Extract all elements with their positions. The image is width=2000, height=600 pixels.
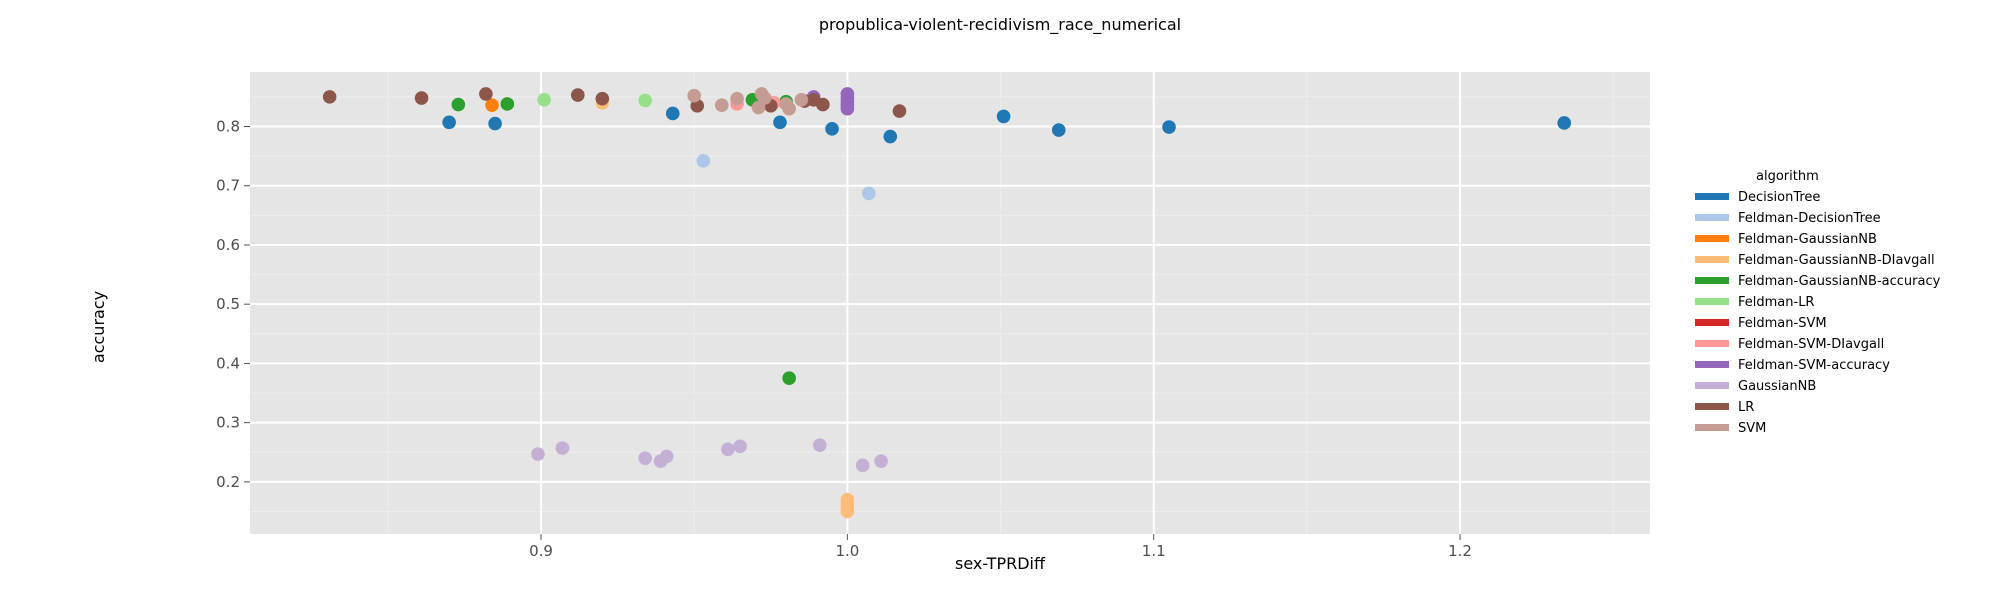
data-point <box>862 186 876 201</box>
data-point <box>840 101 855 116</box>
x-tick-label: 0.9 <box>529 542 553 560</box>
data-point <box>687 88 702 103</box>
data-point <box>773 115 787 130</box>
data-point <box>721 442 735 457</box>
plot-background <box>250 72 1650 534</box>
data-point <box>892 104 907 118</box>
data-point <box>500 97 515 111</box>
data-point <box>782 371 796 386</box>
legend-items: DecisionTree Feldman-DecisionTree Feldman-… <box>1695 190 1941 436</box>
data-point <box>816 97 830 112</box>
y-tick-label: 0.7 <box>216 177 240 195</box>
data-point <box>883 129 898 144</box>
legend-label: LR <box>1738 400 1754 415</box>
y-tick-label: 0.4 <box>216 354 240 372</box>
data-point <box>638 93 652 108</box>
legend-swatch <box>1695 403 1729 410</box>
series-group <box>442 106 1572 144</box>
legend-swatch <box>1695 382 1729 389</box>
data-point <box>733 439 747 454</box>
legend-swatch <box>1695 298 1729 305</box>
legend: algorithm DecisionTree Feldman-DecisionTr… <box>1695 169 1941 436</box>
series-group <box>531 438 888 473</box>
data-point <box>840 504 855 519</box>
legend-label: Feldman-DecisionTree <box>1738 211 1881 226</box>
data-point <box>874 454 888 468</box>
x-tick-label: 1.2 <box>1448 542 1472 560</box>
data-point <box>537 93 551 107</box>
data-points <box>322 87 1572 519</box>
y-axis-label: accuracy <box>89 291 108 363</box>
legend-label: GaussianNB <box>1738 379 1816 394</box>
data-point <box>488 116 502 131</box>
legend-swatch <box>1695 319 1729 326</box>
series-group <box>537 93 652 108</box>
legend-label: Feldman-LR <box>1738 295 1814 310</box>
legend-swatch <box>1695 214 1729 221</box>
data-point <box>782 101 796 116</box>
data-point <box>479 87 493 101</box>
series-group <box>322 87 907 118</box>
series-group <box>696 154 876 201</box>
y-tick-label: 0.6 <box>216 236 240 254</box>
data-point <box>659 449 674 464</box>
legend-swatch <box>1695 340 1729 347</box>
data-point <box>730 91 744 106</box>
minor-gridlines <box>250 72 1650 534</box>
data-point <box>1051 123 1066 137</box>
y-axis-ticks: 0.2 0.3 0.4 0.5 0.6 0.7 0.8 <box>216 117 250 491</box>
legend-swatch <box>1695 361 1729 368</box>
data-point <box>531 447 545 461</box>
data-point <box>485 98 499 112</box>
legend-label: Feldman-GaussianNB-DIavgall <box>1738 253 1935 268</box>
data-point <box>813 438 827 452</box>
y-tick-label: 0.5 <box>216 295 240 313</box>
y-tick-label: 0.3 <box>216 414 240 432</box>
data-point <box>322 90 337 104</box>
data-point <box>595 91 610 106</box>
legend-swatch <box>1695 235 1729 242</box>
chart-title: propublica-violent-recidivism_race_numer… <box>819 15 1181 35</box>
data-point <box>996 109 1011 124</box>
x-axis-label: sex-TPRDiff <box>955 554 1046 573</box>
data-point <box>414 91 429 105</box>
y-tick-label: 0.2 <box>216 473 240 491</box>
legend-label: Feldman-SVM-DIavgall <box>1738 337 1884 352</box>
data-point <box>696 154 711 168</box>
legend-label: Feldman-GaussianNB-accuracy <box>1738 274 1941 289</box>
data-point <box>757 91 772 105</box>
x-axis-ticks: 0.9 1.0 1.1 1.2 <box>529 534 1472 560</box>
data-point <box>825 122 839 136</box>
legend-swatch <box>1695 256 1729 263</box>
data-point <box>794 93 809 107</box>
legend-label: Feldman-GaussianNB <box>1738 232 1877 247</box>
legend-label: Feldman-SVM <box>1738 316 1827 331</box>
data-point <box>451 97 466 112</box>
data-point <box>442 115 456 130</box>
data-point <box>1557 116 1572 130</box>
data-point <box>1162 120 1176 134</box>
y-tick-label: 0.8 <box>216 117 240 135</box>
legend-swatch <box>1695 424 1729 431</box>
data-point <box>714 98 729 112</box>
data-point <box>855 458 870 473</box>
legend-title: algorithm <box>1756 169 1819 184</box>
series-group <box>485 98 499 112</box>
data-point <box>638 451 652 465</box>
legend-swatch <box>1695 277 1729 284</box>
data-point <box>555 441 570 455</box>
legend-label: Feldman-SVM-accuracy <box>1738 358 1890 373</box>
x-tick-label: 1.1 <box>1142 542 1166 560</box>
data-point <box>665 106 680 121</box>
series-group <box>687 87 809 116</box>
legend-swatch <box>1695 193 1729 200</box>
legend-label: SVM <box>1738 421 1766 436</box>
legend-label: DecisionTree <box>1738 190 1820 205</box>
data-point <box>570 88 585 102</box>
x-tick-label: 1.0 <box>835 542 859 560</box>
